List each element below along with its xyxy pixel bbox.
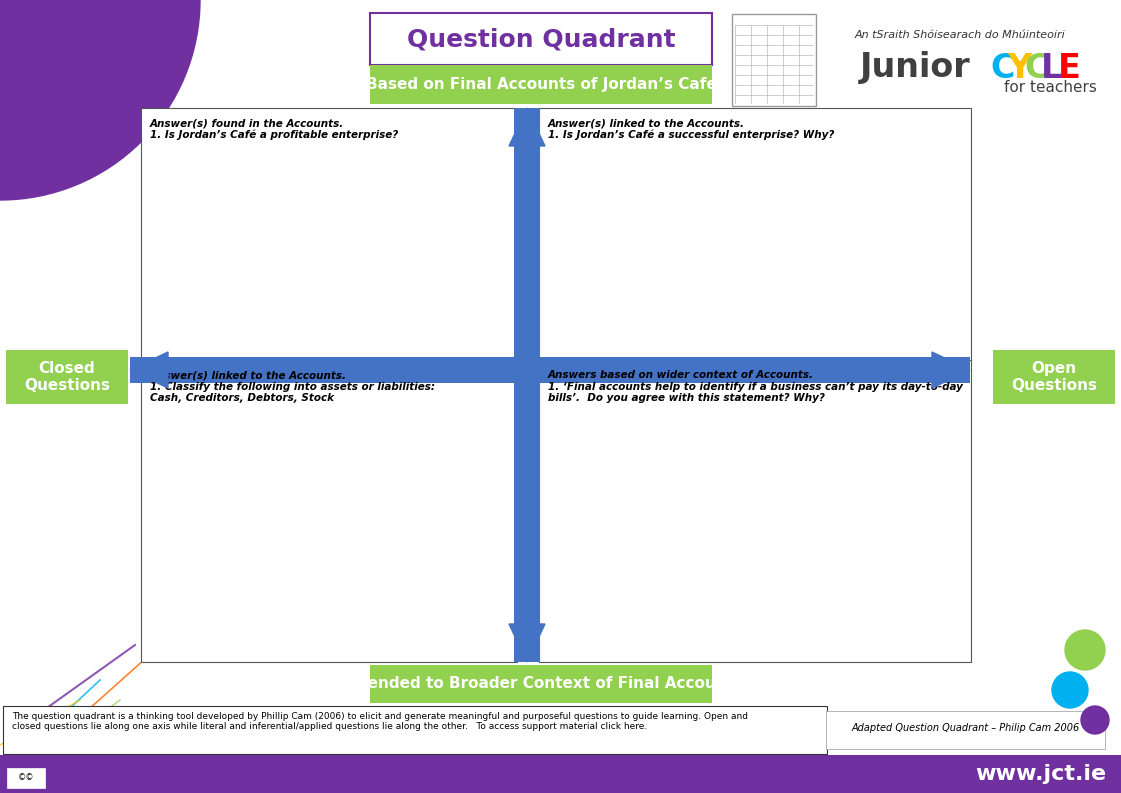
- Bar: [0, 755, 1121, 793]
- Text: C: C: [1023, 52, 1048, 85]
- FancyBboxPatch shape: [6, 350, 128, 404]
- Text: ©©: ©©: [18, 773, 35, 783]
- FancyBboxPatch shape: [3, 706, 827, 754]
- Text: The question quadrant is a thinking tool developed by Phillip Cam (2006) to elic: The question quadrant is a thinking tool…: [12, 712, 748, 731]
- Text: Y: Y: [1007, 52, 1031, 85]
- Circle shape: [1081, 706, 1109, 734]
- FancyBboxPatch shape: [370, 13, 712, 65]
- Text: Closed
Questions: Closed Questions: [24, 361, 110, 393]
- Text: Junior: Junior: [860, 52, 971, 85]
- Polygon shape: [509, 624, 545, 662]
- FancyBboxPatch shape: [370, 665, 712, 703]
- FancyBboxPatch shape: [141, 360, 517, 662]
- FancyBboxPatch shape: [826, 711, 1105, 749]
- Text: Based on Final Accounts of Jordan’s Cafe: Based on Final Accounts of Jordan’s Cafe: [365, 77, 716, 92]
- Text: An tSraith Shóisearach do Mhúinteoiri: An tSraith Shóisearach do Mhúinteoiri: [854, 30, 1065, 40]
- Bar: [130, 357, 970, 383]
- Circle shape: [0, 0, 200, 200]
- Circle shape: [1065, 630, 1105, 670]
- FancyBboxPatch shape: [7, 768, 45, 788]
- Bar: [515, 108, 540, 662]
- Text: Answer(s) linked to the Accounts.
1. Classify the following into assets or liabi: Answer(s) linked to the Accounts. 1. Cla…: [150, 370, 435, 403]
- Text: Extended to Broader Context of Final Accounts: Extended to Broader Context of Final Acc…: [340, 676, 742, 691]
- Polygon shape: [932, 352, 970, 388]
- Polygon shape: [130, 352, 168, 388]
- Text: Answers based on wider context of Accounts.
1. ‘Final accounts help to identify : Answers based on wider context of Accoun…: [548, 370, 963, 403]
- Text: Question Quadrant: Question Quadrant: [407, 27, 675, 51]
- FancyBboxPatch shape: [993, 350, 1115, 404]
- Text: for teachers: for teachers: [1003, 81, 1096, 95]
- Text: www.jct.ie: www.jct.ie: [975, 764, 1106, 784]
- FancyBboxPatch shape: [539, 360, 971, 662]
- Polygon shape: [509, 108, 545, 146]
- Text: Open
Questions: Open Questions: [1011, 361, 1097, 393]
- FancyBboxPatch shape: [141, 108, 517, 362]
- FancyBboxPatch shape: [539, 108, 971, 362]
- Text: Adapted Question Quadrant – Philip Cam 2006: Adapted Question Quadrant – Philip Cam 2…: [852, 723, 1081, 733]
- FancyBboxPatch shape: [732, 14, 816, 106]
- Text: Answer(s) linked to the Accounts.
1. Is Jordan’s Café a successful enterprise? W: Answer(s) linked to the Accounts. 1. Is …: [548, 118, 834, 140]
- Text: C: C: [990, 52, 1015, 85]
- Text: E: E: [1058, 52, 1081, 85]
- Circle shape: [1051, 672, 1088, 708]
- Text: Answer(s) found in the Accounts.
1. Is Jordan’s Café a profitable enterprise?: Answer(s) found in the Accounts. 1. Is J…: [150, 118, 398, 140]
- Text: L: L: [1041, 52, 1063, 85]
- FancyBboxPatch shape: [370, 65, 712, 104]
